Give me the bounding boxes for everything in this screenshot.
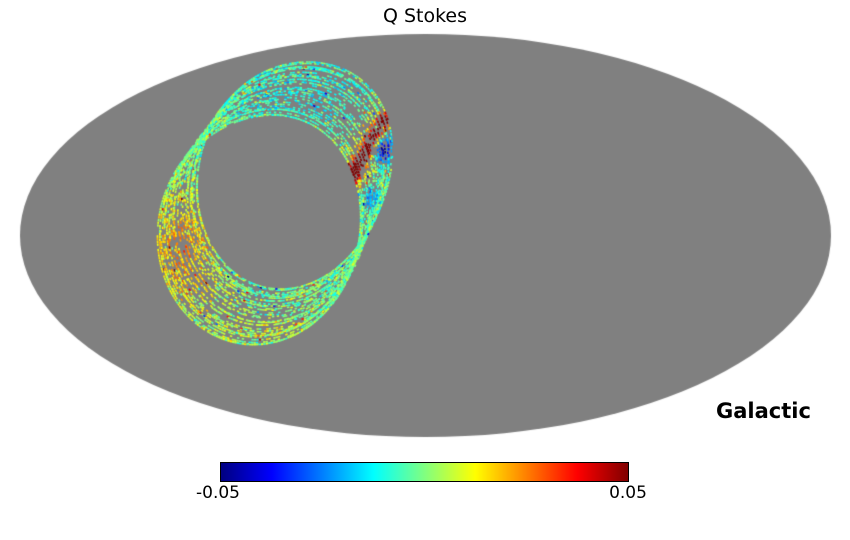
plot-title: Q Stokes (382, 5, 468, 27)
coordinate-system-label: Galactic (716, 399, 811, 423)
colorbar-min-label: -0.05 (196, 483, 240, 503)
colorbar-max-label: 0.05 (609, 483, 647, 503)
colorbar-gradient (220, 462, 629, 482)
